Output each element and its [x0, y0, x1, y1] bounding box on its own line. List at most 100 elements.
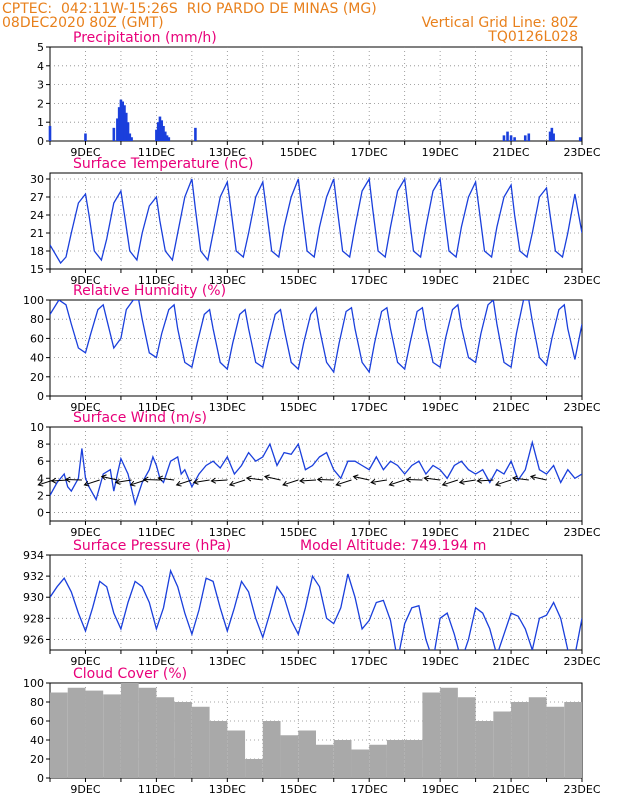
pressure-title: Surface Pressure (hPa)	[73, 538, 231, 554]
wind-arrow-head	[316, 476, 323, 483]
wind-arrow	[84, 479, 100, 486]
cloud-cover-xtick-label: 15DEC	[280, 783, 317, 796]
pressure-xtick-label: 21DEC	[493, 655, 530, 668]
precip-bar	[527, 133, 531, 141]
temperature-xtick-label: 15DEC	[280, 274, 317, 287]
wind-arrow	[389, 479, 405, 486]
pressure-ytick-label: 934	[23, 549, 44, 562]
wind-arrow	[477, 479, 494, 482]
cloud-bar	[369, 744, 387, 778]
wind-line	[50, 439, 582, 507]
cloud-bar	[138, 687, 157, 778]
precip-bar	[130, 137, 133, 141]
precip-bar	[513, 137, 516, 141]
run-date: 08DEC2020 80Z (GMT)	[2, 15, 164, 31]
temperature-xtick-label: 9DEC	[70, 274, 100, 287]
wind-arrow	[143, 478, 160, 481]
precip-bar	[523, 135, 527, 141]
pressure-ytick-label: 930	[23, 591, 44, 604]
cloud-bar	[174, 702, 192, 778]
cloud-cover-xtick-label: 17DEC	[351, 783, 388, 796]
pressure-frame	[49, 554, 583, 651]
wind-arrow	[101, 476, 118, 481]
wind-arrow	[130, 479, 146, 486]
wind-arrow	[406, 478, 423, 481]
station-header: CPTEC: 042:11W-15:26S RIO PARDO DE MINAS…	[2, 1, 377, 17]
wind-arrow	[317, 478, 334, 481]
cloud-bar	[475, 721, 494, 778]
cloud-cover-ytick-label: 100	[23, 677, 44, 690]
temperature-xtick-label: 21DEC	[493, 274, 530, 287]
precip-bar	[48, 125, 52, 141]
humidity-ytick-label: 100	[23, 294, 44, 307]
wind-arrow-head	[405, 476, 412, 483]
humidity-ytick-label: 80	[30, 313, 44, 326]
precip-bar	[509, 135, 513, 141]
cloud-bar	[351, 749, 370, 778]
precip-bar	[128, 133, 132, 141]
pressure-xtick-label: 9DEC	[70, 655, 100, 668]
wind-xtick-label: 21DEC	[493, 526, 530, 539]
cloud-bar	[511, 702, 529, 778]
wind-arrow-head	[529, 474, 536, 481]
humidity-xtick-label: 19DEC	[422, 401, 459, 414]
wind-arrow	[65, 478, 82, 481]
wind-arrow	[371, 479, 388, 483]
precipitation-xtick-label: 19DEC	[422, 146, 459, 159]
cloud-bar	[67, 687, 86, 778]
wind-arrow	[282, 479, 299, 486]
pressure-ytick-label: 932	[23, 570, 44, 583]
cloud-cover-xtick-label: 23DEC	[563, 783, 600, 796]
cloud-cover-xtick-label: 19DEC	[422, 783, 459, 796]
wind-arrow	[300, 479, 317, 482]
pressure-xtick-label: 23DEC	[563, 655, 600, 668]
wind-xtick-label: 19DEC	[422, 526, 459, 539]
precip-bar	[119, 99, 123, 141]
temperature-xtick-label: 19DEC	[422, 274, 459, 287]
precip-bar	[548, 131, 552, 141]
cloud-bar	[316, 744, 334, 778]
pressure-ytick-label: 928	[23, 612, 44, 625]
cloud-cover-ytick-label: 60	[30, 715, 44, 728]
precip-bar	[162, 125, 165, 141]
pressure-xtick-label: 15DEC	[280, 655, 317, 668]
cloud-cover-xtick-label: 11DEC	[138, 783, 175, 796]
precipitation-title: Precipitation (mm/h)	[73, 30, 217, 46]
humidity-xtick-label: 23DEC	[563, 401, 600, 414]
model-id: TQ0126L028	[488, 29, 578, 45]
temperature-ytick-label: 18	[30, 245, 44, 258]
cloud-bar	[333, 740, 352, 778]
wind-arrow	[246, 477, 263, 481]
humidity-xtick-label: 21DEC	[493, 401, 530, 414]
cloud-bar	[386, 740, 405, 778]
wind-arrow	[424, 477, 441, 481]
wind-arrow-head	[511, 475, 518, 482]
humidity-ytick-label: 60	[30, 332, 44, 345]
precip-bar	[155, 129, 158, 141]
temperature-ytick-label: 24	[30, 209, 44, 222]
temperature-xtick-label: 11DEC	[138, 274, 175, 287]
cloud-bar	[404, 740, 423, 778]
wind-ytick-label: 6	[37, 455, 44, 468]
wind-xtick-label: 15DEC	[280, 526, 317, 539]
cloud-bar	[280, 735, 299, 778]
wind-arrow-head	[388, 480, 395, 487]
precip-bar	[502, 135, 506, 141]
cloud-bar	[528, 697, 547, 778]
cloud-cover-xtick-label: 21DEC	[493, 783, 530, 796]
wind-ytick-label: 4	[37, 472, 44, 485]
precip-bar	[112, 127, 116, 141]
cloud-bar	[262, 721, 281, 778]
precipitation-xtick-label: 9DEC	[70, 146, 100, 159]
cloud-bar	[120, 683, 139, 778]
humidity-xtick-label: 9DEC	[70, 401, 100, 414]
wind-arrow	[442, 479, 459, 486]
pressure-xtick-label: 19DEC	[422, 655, 459, 668]
precip-bar	[194, 127, 197, 141]
wind-arrow-head	[114, 478, 121, 485]
pressure-ytick-label: 926	[23, 633, 44, 646]
humidity-ytick-label: 40	[30, 352, 44, 365]
wind-arrow-head	[494, 480, 501, 487]
wind-title: Surface Wind (m/s)	[73, 410, 207, 426]
